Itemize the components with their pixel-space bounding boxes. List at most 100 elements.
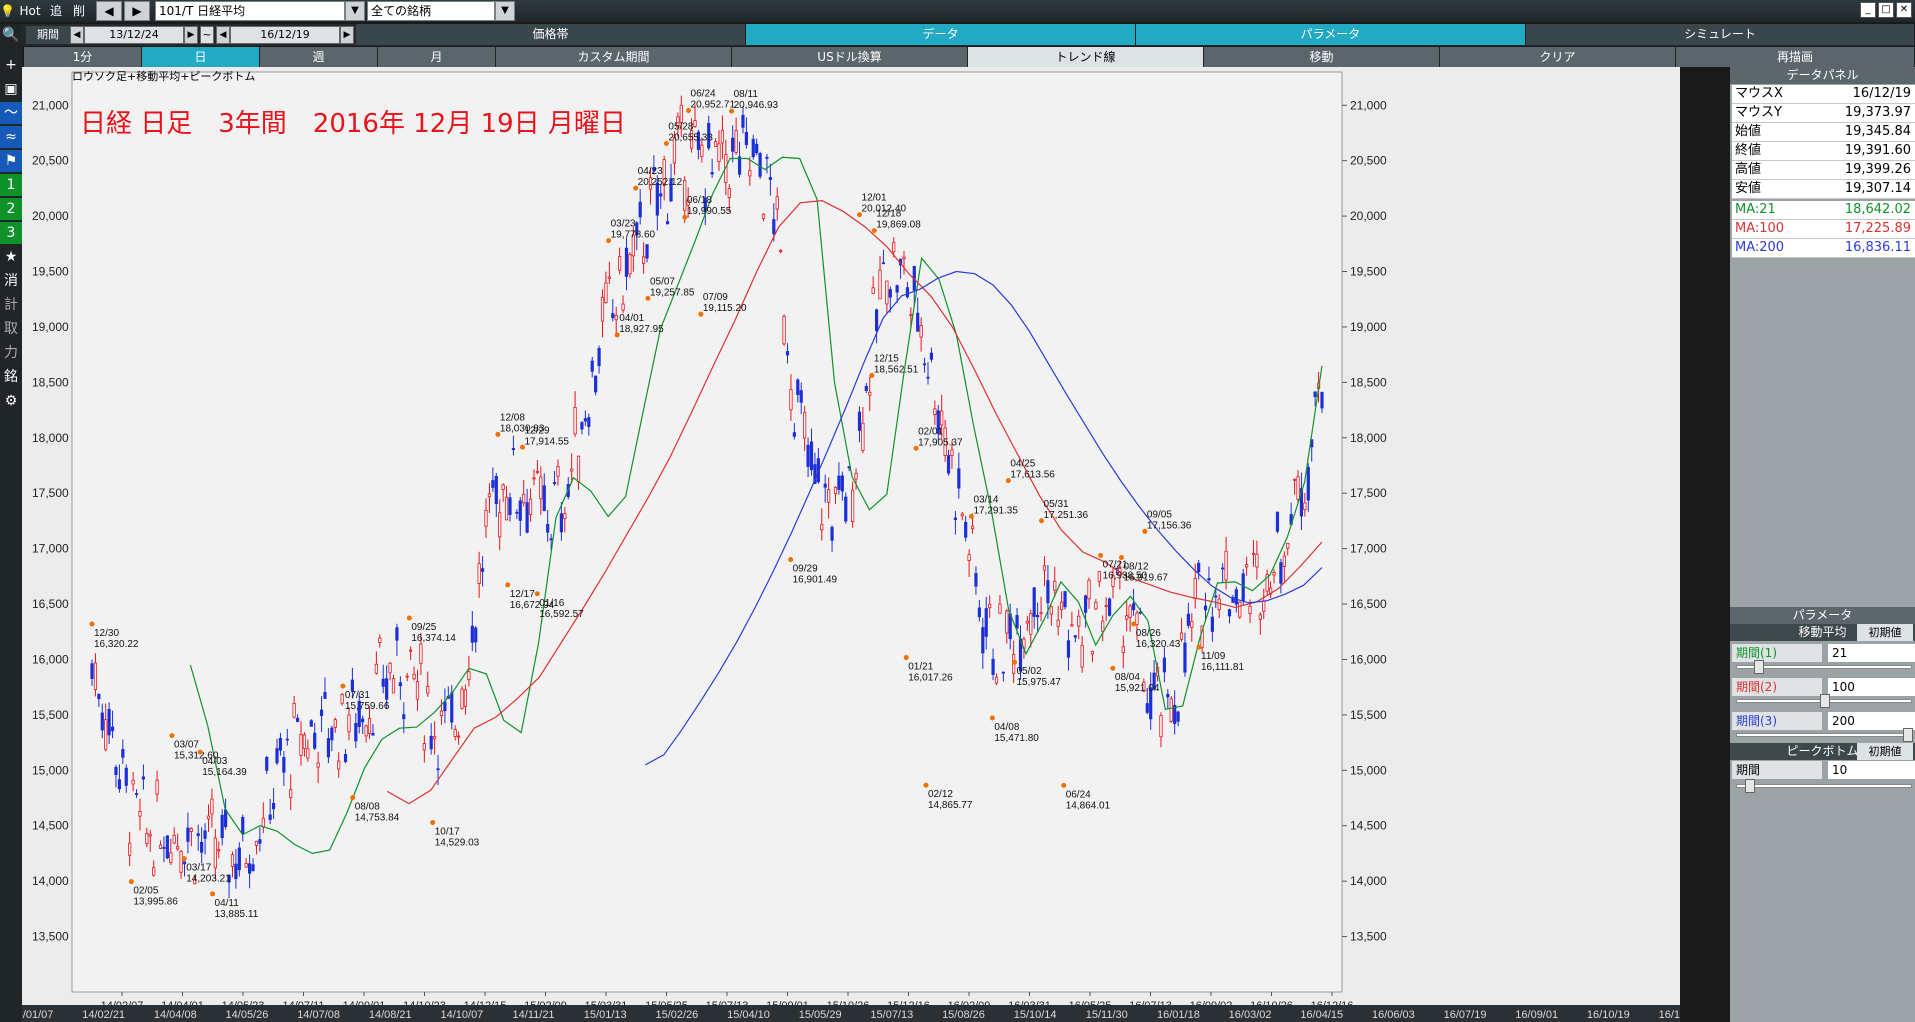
peak-marker <box>1110 665 1116 671</box>
period-from-input[interactable]: 13/12/24 <box>84 26 184 44</box>
tab-weekly[interactable]: 週 <box>260 47 378 67</box>
chevron-down-icon[interactable]: ▼ <box>495 1 515 21</box>
ma-reset-button[interactable]: 初期値 <box>1857 624 1913 641</box>
candle-body <box>1227 609 1232 617</box>
candle-body <box>1258 614 1262 620</box>
candle-body <box>1214 595 1218 598</box>
minimize-icon[interactable]: _ <box>1860 2 1876 18</box>
gear-icon[interactable]: ⚙ <box>4 393 18 409</box>
chevron-right-icon[interactable]: ▶ <box>184 26 198 44</box>
y-tick-label-left: 19,500 <box>32 265 69 279</box>
candle-body <box>1265 574 1269 592</box>
y-axis-area <box>1343 67 1680 1022</box>
bottom-date-label: 16/01/18 <box>1157 1009 1200 1021</box>
candle-body <box>984 608 988 637</box>
candle-body <box>631 234 635 257</box>
bottom-date-label: 16/04/15 <box>1300 1009 1343 1021</box>
chart-caption: ロウソク足+移動平均+ピークボトム <box>72 70 256 83</box>
prev-symbol-icon[interactable]: ◀ <box>96 1 122 21</box>
symbol-button[interactable]: 銘 <box>4 369 18 385</box>
slider-handle[interactable] <box>1745 779 1756 793</box>
peak-date-label: 05/28 <box>668 121 693 132</box>
candle-body <box>515 511 519 514</box>
tab-daily[interactable]: 日 <box>142 47 260 67</box>
trendline-button[interactable]: トレンド線 <box>968 47 1204 67</box>
slider-handle[interactable] <box>1820 694 1830 708</box>
candle-body <box>241 816 245 834</box>
ma-period-input[interactable]: 200 <box>1828 712 1915 730</box>
ma-period-slider[interactable] <box>1736 694 1912 708</box>
chart-icon[interactable]: 〜 <box>0 102 22 124</box>
chart-lines-icon[interactable]: ≈ <box>0 126 22 148</box>
pb-period-input[interactable]: 10 <box>1828 761 1915 779</box>
chevron-right-icon[interactable]: ▶ <box>340 26 354 44</box>
move-button[interactable]: 移動 <box>1204 47 1440 67</box>
delete-button[interactable]: 削 <box>72 4 85 18</box>
peak-value-label: 15,312.60 <box>174 751 219 762</box>
candle-body <box>230 854 235 867</box>
pb-period-slider[interactable] <box>1736 779 1912 793</box>
crosshair-icon[interactable]: + <box>5 57 17 73</box>
bulb-icon[interactable]: 💡 <box>0 4 15 18</box>
chevron-down-icon[interactable]: ▼ <box>345 1 365 21</box>
candle-body <box>573 406 577 435</box>
ma-period-slider[interactable] <box>1736 728 1913 742</box>
peak-value-label: 16,672.94 <box>510 600 555 611</box>
preset-1-button[interactable]: 1 <box>0 174 22 196</box>
bottom-date-label: 15/10/14 <box>1014 1009 1057 1021</box>
tab-data[interactable]: データ <box>746 24 1136 45</box>
tab-parameter[interactable]: パラメータ <box>1136 24 1526 45</box>
preset-3-button[interactable]: 3 <box>0 222 22 244</box>
candle-body <box>532 477 536 480</box>
tab-price-range[interactable]: 価格帯 <box>356 24 746 45</box>
trade-button[interactable]: 取 <box>4 321 18 337</box>
candle-body <box>559 513 563 533</box>
candle-body <box>936 410 940 434</box>
chart-canvas[interactable]: 13,500 13,500 14,000 14,000 14,500 14,500 15,0… <box>22 67 1680 1022</box>
add-button[interactable]: 追 <box>49 4 62 18</box>
tab-usd-convert[interactable]: USドル換算 <box>732 47 968 67</box>
ma-period-slider[interactable] <box>1736 660 1912 674</box>
ma-period-input[interactable]: 21 <box>1828 644 1915 662</box>
input-button[interactable]: 力 <box>4 345 18 361</box>
ma-period-input[interactable]: 100 <box>1828 678 1915 696</box>
candle-body <box>943 427 947 456</box>
redraw-button[interactable]: 再描画 <box>1676 47 1915 67</box>
symbol-select[interactable]: 101/T 日経平均 <box>155 1 345 21</box>
hot-button[interactable]: Hot <box>19 4 41 18</box>
tab-simulate[interactable]: シミュレート <box>1526 24 1915 45</box>
peak-marker <box>430 820 436 826</box>
candle-body <box>820 524 824 531</box>
maximize-icon[interactable]: □ <box>1878 2 1894 18</box>
close-icon[interactable]: ✕ <box>1896 2 1912 18</box>
candle-body <box>158 844 163 849</box>
ma-period-label: 期間(3) <box>1732 712 1822 730</box>
period-to-input[interactable]: 16/12/19 <box>230 26 340 44</box>
candle-body <box>299 734 303 756</box>
slider-handle[interactable] <box>1753 660 1764 674</box>
chevron-left-icon[interactable]: ◀ <box>70 26 84 44</box>
preset-2-button[interactable]: 2 <box>0 198 22 220</box>
calc-button[interactable]: 計 <box>4 297 18 313</box>
tab-1min[interactable]: 1分 <box>24 47 142 67</box>
price-chart[interactable]: 13,500 13,500 14,000 14,000 14,500 14,500 15,0… <box>22 67 1680 1022</box>
tab-custom-period[interactable]: カスタム期間 <box>496 47 732 67</box>
next-symbol-icon[interactable]: ▶ <box>124 1 150 21</box>
candle-body <box>1221 567 1225 570</box>
peak-marker <box>1131 621 1137 627</box>
pb-reset-button[interactable]: 初期値 <box>1857 743 1913 760</box>
peak-date-label: 07/31 <box>345 690 370 701</box>
clear-button[interactable]: クリア <box>1440 47 1676 67</box>
chevron-left-icon[interactable]: ◀ <box>216 26 230 44</box>
candle-body <box>734 130 738 153</box>
filter-select[interactable]: 全ての銘柄 <box>367 1 495 21</box>
candle-body <box>131 779 135 785</box>
tab-monthly[interactable]: 月 <box>378 47 496 67</box>
erase-button[interactable]: 消 <box>4 273 18 289</box>
slider-handle[interactable] <box>1903 728 1913 742</box>
camera-icon[interactable]: ▣ <box>4 81 18 97</box>
peak-date-label: 07/21 <box>1103 559 1128 570</box>
flag-icon[interactable]: ⚑ <box>0 150 22 172</box>
star-icon[interactable]: ★ <box>4 249 18 265</box>
search-icon[interactable]: 🔍 <box>2 27 20 43</box>
